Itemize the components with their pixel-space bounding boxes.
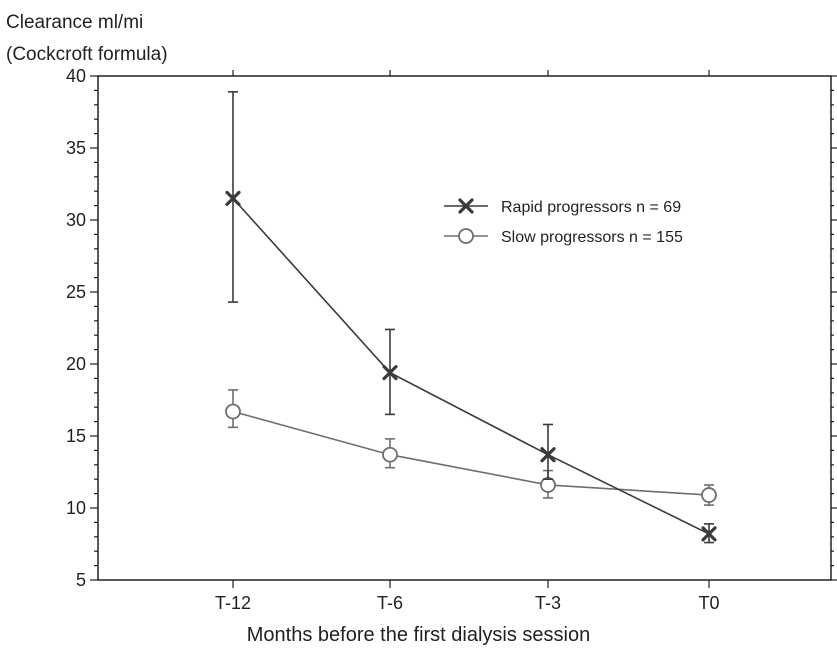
slow-data-point	[701, 487, 717, 503]
y-tick-label: 20	[66, 354, 86, 374]
legend-marker-slow	[458, 228, 474, 244]
legend-label-slow: Slow progressors n = 155	[501, 229, 683, 246]
rapid-data-point	[382, 365, 398, 381]
y-tick-label: 5	[76, 570, 86, 590]
x-tick-label: T-6	[377, 593, 403, 613]
rapid-data-point	[225, 190, 241, 206]
legend-label-rapid: Rapid progressors n = 69	[501, 199, 681, 216]
x-tick-label: T0	[698, 593, 719, 613]
slow-data-point	[540, 477, 556, 493]
slow-series-line	[232, 410, 710, 496]
rapid-data-point	[540, 447, 556, 463]
y-tick-label: 35	[66, 138, 86, 158]
x-axis-title: Months before the first dialysis session	[246, 624, 591, 646]
rapid-data-point	[701, 526, 717, 542]
y-tick-label: 25	[66, 282, 86, 302]
y-tick-label: 40	[66, 66, 86, 86]
slow-data-point	[225, 403, 241, 420]
y-axis-title-line-1: Clearance ml/mi	[6, 12, 144, 33]
y-axis-title-line-2: (Cockcroft formula)	[6, 44, 168, 65]
legend-marker-rapid	[458, 198, 474, 214]
x-tick-label: T-3	[535, 593, 561, 613]
slow-data-point	[382, 446, 398, 463]
x-tick-label: T-12	[215, 593, 251, 613]
y-tick-label: 10	[66, 498, 86, 518]
plot-frame	[97, 75, 832, 581]
rapid-series-line	[232, 197, 710, 535]
y-tick-label: 15	[66, 426, 86, 446]
y-tick-label: 30	[66, 210, 86, 230]
